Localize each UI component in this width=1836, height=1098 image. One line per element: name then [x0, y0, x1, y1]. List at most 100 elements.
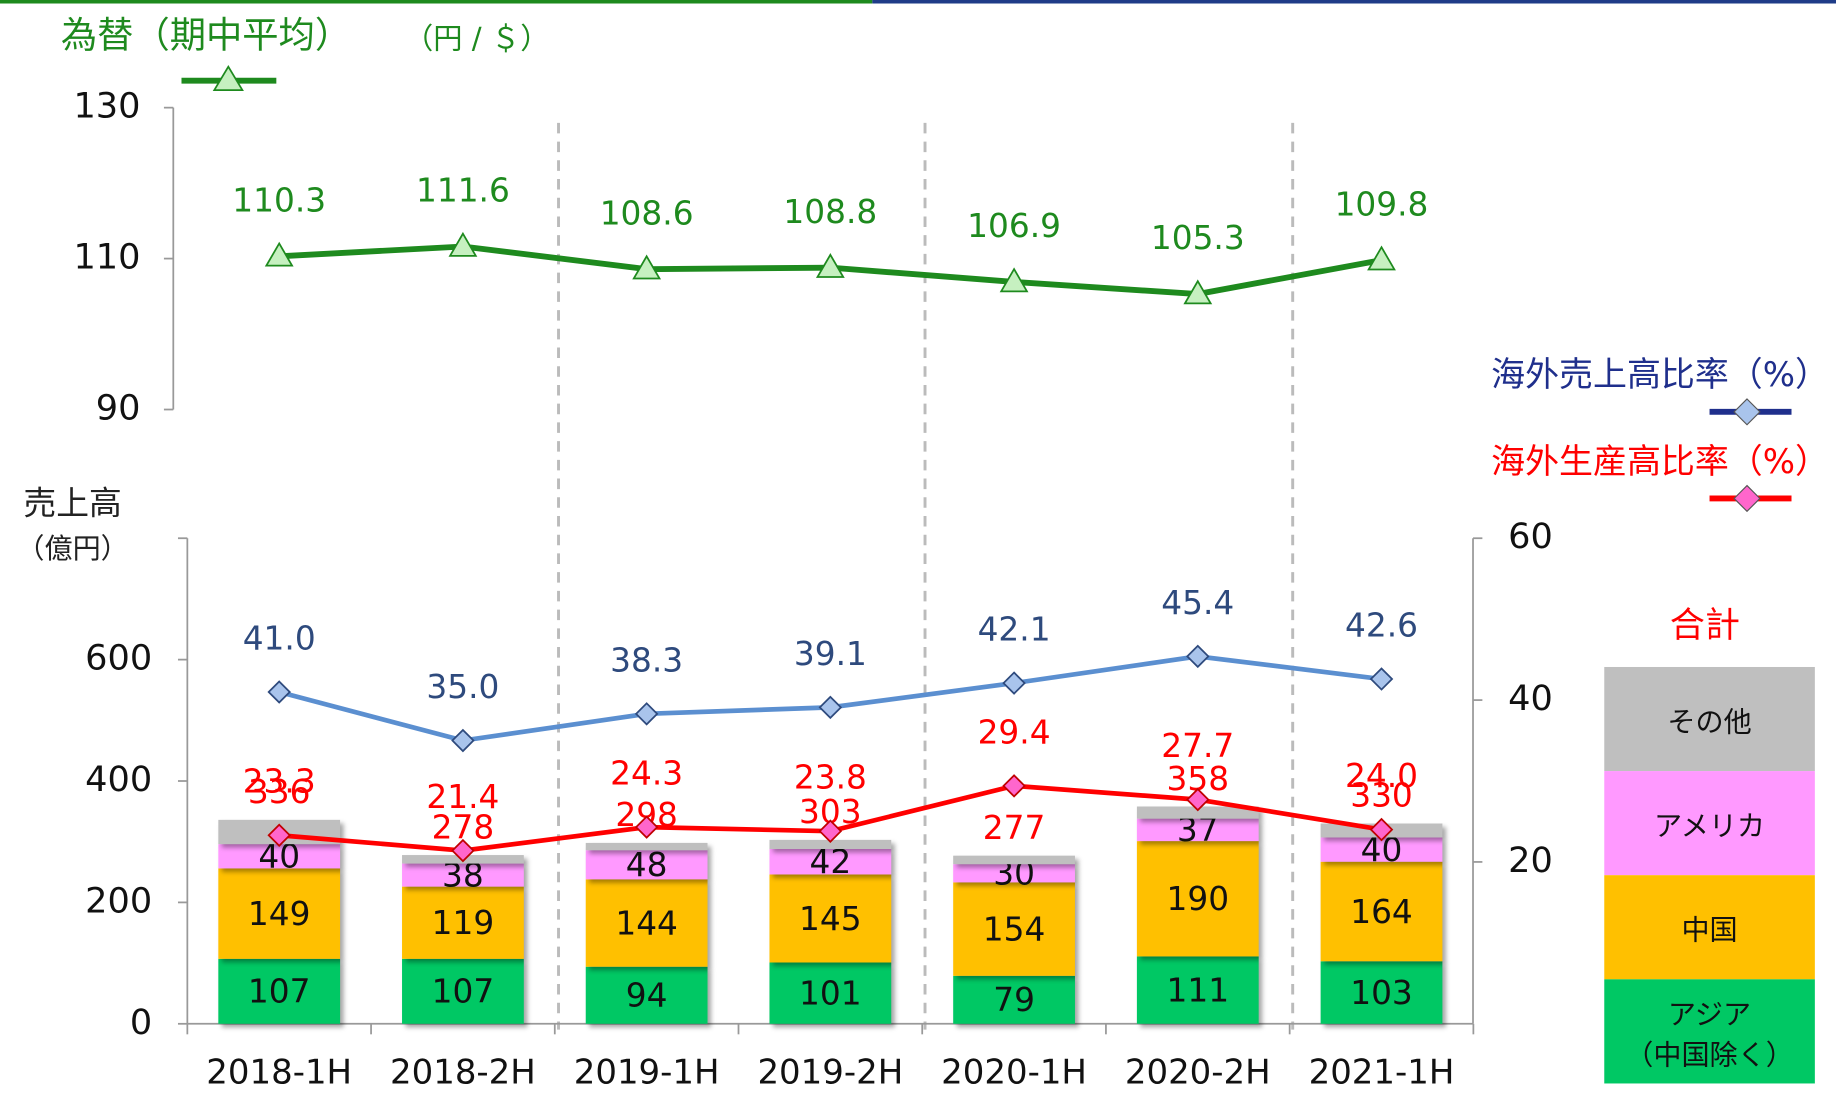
value-label: 24.3	[610, 755, 683, 793]
top-rule	[0, 0, 873, 4]
marker	[1367, 245, 1396, 271]
marker	[818, 819, 843, 843]
y-tick-label: 90	[96, 388, 141, 429]
bar-segment	[402, 958, 524, 1024]
value-label: 42.1	[978, 611, 1051, 649]
marker	[451, 728, 475, 753]
x-tick-label: 2018-2H	[390, 1053, 536, 1093]
value-label: 108.6	[600, 194, 694, 232]
marker	[1369, 667, 1394, 691]
bar-segment	[218, 958, 341, 1024]
bar-segment	[769, 874, 892, 963]
bar-segment	[953, 882, 1075, 976]
bar-segment	[585, 850, 708, 880]
y-axis-unit: （億円）	[16, 532, 128, 565]
segment-label: 149	[248, 895, 311, 933]
value-label: 24.0	[1345, 757, 1418, 795]
marker	[1183, 279, 1213, 305]
segment-label: 144	[615, 904, 678, 942]
legend-item: アメリカ	[1604, 771, 1815, 876]
x-tick-label: 2018-1H	[206, 1053, 352, 1093]
x-tick-label: 2020-2H	[1125, 1053, 1271, 1093]
bar-segment	[218, 868, 341, 959]
bar-segment	[585, 842, 708, 851]
value-label: 108.8	[783, 193, 877, 231]
marker	[1369, 817, 1394, 842]
segment-label: 101	[799, 974, 862, 1012]
bar-segment	[1136, 841, 1259, 957]
marker	[815, 253, 845, 278]
bar-segment	[769, 848, 892, 875]
marker	[1002, 774, 1026, 798]
legend-marker	[212, 64, 244, 91]
y-tick-label: 200	[85, 880, 152, 921]
marker	[999, 267, 1029, 293]
value-label: 110.3	[232, 182, 326, 220]
bar-segment	[585, 966, 708, 1024]
segment-label: 107	[432, 973, 495, 1011]
value-label: 106.9	[967, 207, 1061, 245]
y-axis-title: 売上高	[23, 484, 121, 522]
marker	[1186, 787, 1210, 812]
x-tick-label: 2019-2H	[757, 1053, 903, 1093]
marker	[451, 838, 475, 863]
total-label: 330	[1350, 777, 1413, 815]
segment-label: 111	[1167, 971, 1230, 1009]
top-rule	[872, 0, 1836, 4]
segment-label: 79	[993, 981, 1035, 1019]
legend-item: アジア （中国除く）	[1604, 979, 1815, 1084]
y2-tick-label: 20	[1508, 840, 1553, 881]
x-tick-label: 2020-1H	[941, 1053, 1087, 1093]
unit-label: （円 / ＄）	[404, 21, 550, 55]
total-label: 336	[248, 773, 311, 811]
segment-label: 94	[626, 977, 668, 1015]
value-label: 45.4	[1161, 584, 1234, 622]
marker	[634, 815, 659, 839]
marker	[267, 823, 291, 848]
value-label: 39.1	[794, 635, 867, 673]
bar-segment	[953, 855, 1075, 865]
legend-marker	[1733, 484, 1761, 513]
x-tick-label: 2021-1H	[1309, 1053, 1455, 1093]
bar-segment	[1136, 818, 1259, 842]
legend-label: 海外売上高比率（%）	[1491, 355, 1829, 395]
y-tick-label: 110	[73, 237, 140, 278]
bar-segment	[1136, 956, 1259, 1024]
bar-segment	[402, 886, 524, 959]
segment-label: 42	[809, 843, 851, 881]
marker	[1186, 644, 1210, 669]
x-tick-label: 2019-1H	[574, 1053, 720, 1093]
value-label: 105.3	[1151, 219, 1245, 257]
value-label: 23.8	[794, 759, 867, 797]
bar-segment	[769, 962, 892, 1024]
value-label: 23.3	[243, 763, 316, 801]
marker	[634, 702, 659, 726]
segment-label: 103	[1350, 974, 1413, 1012]
bar-segment	[953, 864, 1075, 883]
y-tick-label: 0	[130, 1002, 152, 1043]
legend-marker	[1733, 398, 1761, 426]
value-label: 41.0	[243, 620, 316, 658]
marker	[818, 695, 843, 720]
marker	[632, 254, 662, 280]
segment-label: 154	[983, 910, 1046, 948]
segment-label: 119	[432, 904, 495, 942]
y-tick-label: 600	[85, 638, 152, 679]
value-label: 109.8	[1335, 185, 1429, 223]
marker	[267, 680, 291, 704]
value-label: 21.4	[426, 778, 499, 816]
segment-label: 164	[1350, 893, 1413, 931]
marker	[448, 231, 478, 257]
y-tick-label: 400	[85, 759, 152, 800]
legend-item: 中国	[1604, 875, 1815, 980]
value-label: 38.3	[610, 641, 683, 679]
chart-title: 為替（期中平均）	[61, 13, 351, 56]
bar-segment	[953, 975, 1075, 1024]
segment-label: 48	[626, 846, 668, 884]
legend-box: アジア （中国除く） 中国 アメリカ その他	[1604, 666, 1815, 1084]
y-tick-label: 130	[73, 86, 140, 127]
bar-segment	[218, 844, 341, 869]
total-legend: 合計	[1670, 605, 1740, 646]
y2-tick-label: 60	[1508, 516, 1553, 557]
